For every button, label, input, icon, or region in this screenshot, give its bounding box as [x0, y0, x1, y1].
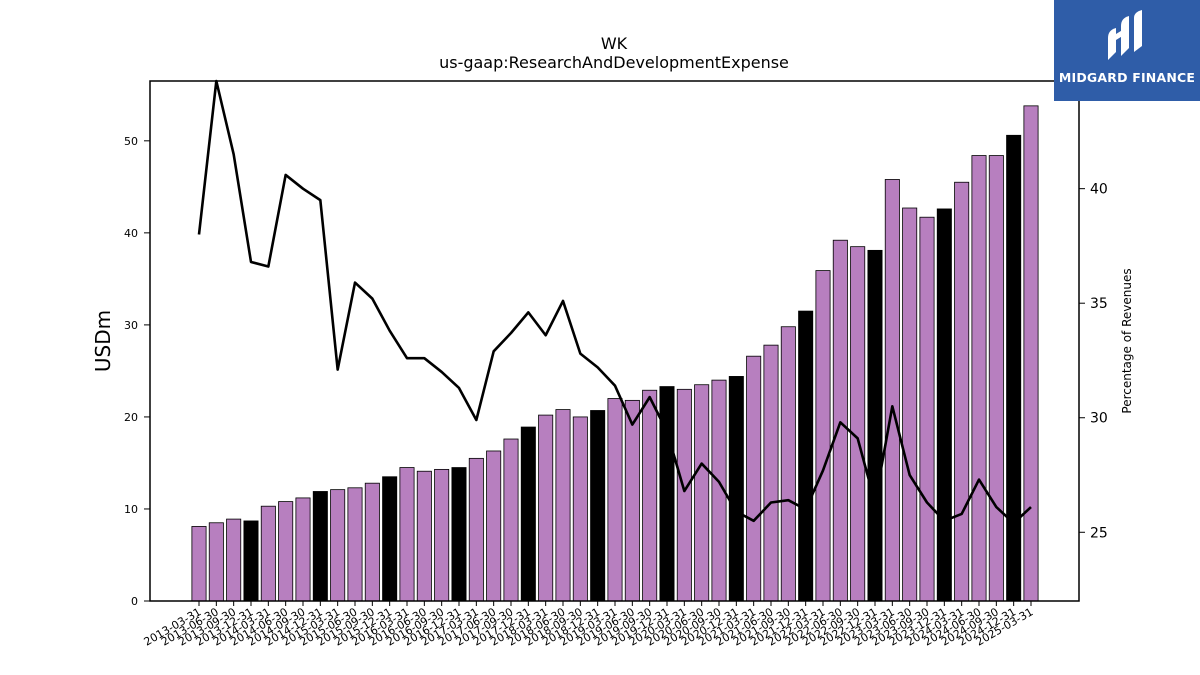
bar-2021-03-31 — [746, 355, 762, 602]
bar-2013-06-30 — [208, 522, 224, 602]
bar-2025-03-31 — [1023, 105, 1039, 602]
x-axis: 2013-03-312013-06-302013-09-302013-12-31… — [142, 601, 1036, 649]
bar-2015-03-31 — [330, 489, 346, 602]
bar-2018-06-30 — [555, 409, 571, 602]
y-axis-right: 25 30 35 40 — [1079, 182, 1108, 541]
bar-2020-12-31 — [728, 376, 744, 602]
bar-2022-03-31 — [815, 270, 831, 602]
y2-tick-label: 35 — [1090, 296, 1108, 312]
y-tick-label: 10 — [124, 503, 138, 516]
chart-subtitle: us-gaap:ResearchAndDevelopmentExpense — [439, 53, 789, 72]
bar-2014-03-31 — [260, 505, 276, 602]
bar-2019-06-30 — [624, 399, 640, 602]
bar-2023-03-31 — [884, 179, 900, 602]
y-tick-label: 0 — [131, 595, 138, 608]
bar-2014-09-30 — [295, 497, 311, 602]
y-tick-label: 30 — [124, 319, 138, 332]
bar-2021-12-31 — [798, 310, 814, 602]
y-tick-label: 20 — [124, 411, 138, 424]
bar-2021-09-30 — [780, 326, 796, 602]
bar-2013-09-30 — [226, 518, 242, 602]
bar-2019-09-30 — [642, 389, 658, 602]
midgard-logo-icon — [1108, 10, 1142, 60]
bar-2014-06-30 — [278, 501, 294, 602]
bar-2022-06-30 — [832, 239, 848, 602]
bar-2023-09-30 — [919, 216, 935, 602]
bar-2013-12-31 — [243, 520, 259, 602]
bar-2024-12-31 — [1006, 134, 1022, 602]
bar-2020-06-30 — [694, 384, 710, 602]
bar-2021-06-30 — [763, 344, 779, 602]
brand-logo: MIDGARD FINANCE — [1054, 0, 1200, 101]
bar-2018-03-31 — [538, 414, 554, 602]
bar-2024-09-30 — [988, 155, 1004, 602]
bar-2024-06-30 — [971, 155, 987, 602]
brand-name: MIDGARD FINANCE — [1058, 70, 1196, 85]
bar-2023-06-30 — [902, 207, 918, 602]
bar-2018-12-31 — [590, 410, 606, 602]
revenue-share-line — [197, 79, 1032, 525]
bar-2020-03-31 — [676, 388, 692, 602]
bar-2023-12-31 — [936, 208, 952, 602]
bar-2015-06-30 — [347, 487, 363, 602]
bar-2016-09-30 — [434, 468, 450, 602]
bar-2014-12-31 — [312, 491, 328, 602]
bar-2013-03-31 — [191, 526, 207, 602]
y-axis-left: 0 10 20 30 40 50 — [124, 135, 150, 608]
bar-2017-06-30 — [486, 450, 502, 602]
bars-layer — [191, 105, 1039, 602]
bar-2017-09-30 — [503, 438, 519, 602]
bar-2022-12-31 — [867, 249, 883, 602]
bar-2017-03-31 — [468, 457, 484, 602]
y2-axis-label: Percentage of Revenues — [1120, 268, 1134, 413]
line-layer — [197, 79, 1032, 525]
y2-tick-label: 40 — [1090, 182, 1108, 198]
bar-2019-03-31 — [607, 398, 623, 602]
y-tick-label: 40 — [124, 227, 138, 240]
bar-2015-09-30 — [364, 482, 380, 602]
bar-2024-03-31 — [954, 181, 970, 602]
bar-2015-12-31 — [382, 476, 398, 602]
bar-2017-12-31 — [520, 426, 536, 602]
bar-2016-12-31 — [451, 467, 467, 602]
chart-title: WK — [601, 34, 628, 53]
bar-2016-06-30 — [416, 470, 432, 602]
bar-2016-03-31 — [399, 467, 415, 602]
y-axis-label: USDm — [91, 310, 115, 372]
bar-2022-09-30 — [850, 246, 866, 602]
y2-tick-label: 25 — [1090, 525, 1108, 541]
y-tick-label: 50 — [124, 135, 138, 148]
bar-2018-09-30 — [572, 416, 588, 602]
y2-tick-label: 30 — [1090, 411, 1108, 427]
